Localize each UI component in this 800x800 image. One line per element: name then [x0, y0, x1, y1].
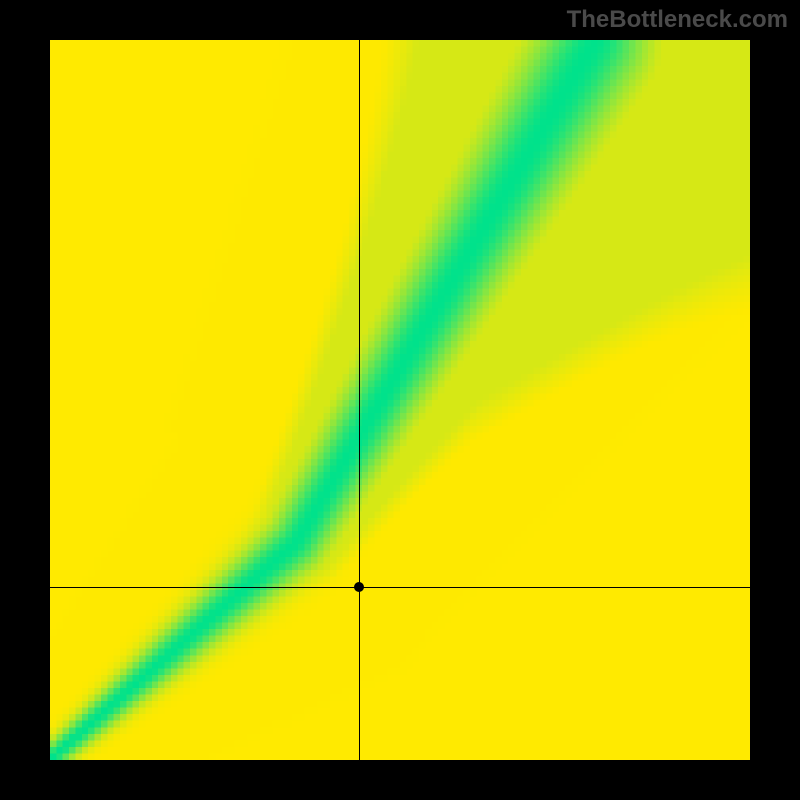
crosshair-marker — [354, 582, 364, 592]
chart-frame: TheBottleneck.com — [0, 0, 800, 800]
heatmap-plot — [50, 40, 750, 760]
watermark-text: TheBottleneck.com — [567, 6, 788, 34]
crosshair-vertical — [359, 40, 360, 760]
crosshair-horizontal — [50, 587, 750, 588]
heatmap-canvas — [50, 40, 750, 760]
